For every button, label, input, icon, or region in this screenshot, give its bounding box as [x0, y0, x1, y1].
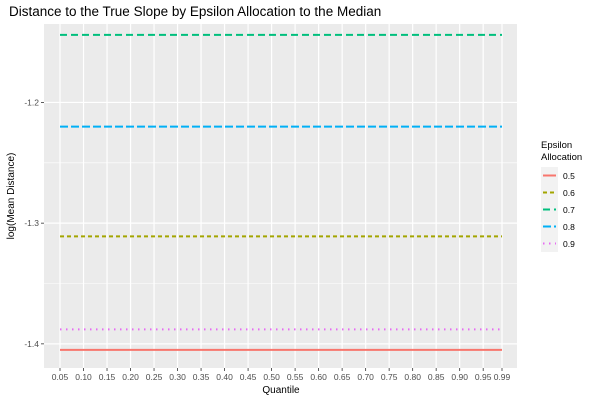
legend-label-0.7: 0.7: [563, 205, 575, 215]
x-tick-label: 0.45: [240, 372, 257, 382]
x-tick-label: 0.90: [451, 372, 468, 382]
chart-title: Distance to the True Slope by Epsilon Al…: [9, 4, 381, 19]
x-axis-title: Quantile: [262, 385, 300, 396]
x-tick-label: 0.10: [75, 372, 92, 382]
x-tick-label: 0.05: [52, 372, 69, 382]
x-tick-label: 0.55: [287, 372, 304, 382]
y-tick-label: -1.3: [24, 218, 39, 228]
legend-key-0.6: [541, 184, 558, 201]
plot-panel: [44, 24, 517, 368]
legend-label-0.8: 0.8: [563, 222, 575, 232]
x-tick-label: 0.95: [475, 372, 492, 382]
y-axis-title: log(Mean Distance): [6, 153, 17, 240]
x-tick-label: 0.65: [334, 372, 351, 382]
legend: Epsilon Allocation 0.5 0.6 0.7 0.8 0.9: [541, 140, 582, 252]
series-lines: [60, 33, 502, 351]
x-tick-label: 0.35: [193, 372, 210, 382]
x-tick-label: 0.60: [310, 372, 327, 382]
y-tick-label: -1.2: [24, 97, 39, 107]
x-tick-label: 0.70: [357, 372, 374, 382]
x-tick-label: 0.30: [169, 372, 186, 382]
x-tick-label: 0.40: [216, 372, 233, 382]
y-tick-label: -1.4: [24, 339, 39, 349]
x-tick-label: 0.99: [494, 372, 511, 382]
x-tick-label: 0.85: [428, 372, 445, 382]
y-axis-ticks: -1.2 -1.3 -1.4: [24, 97, 44, 349]
x-tick-label: 0.15: [99, 372, 116, 382]
legend-label-0.9: 0.9: [563, 239, 575, 249]
legend-label-0.6: 0.6: [563, 188, 575, 198]
x-tick-label: 0.75: [381, 372, 398, 382]
x-tick-label: 0.50: [263, 372, 280, 382]
x-axis-ticks: 0.05 0.10 0.15 0.20 0.25 0.30 0.35 0.40 0.45 0.50…: [52, 368, 511, 382]
legend-title-line-1: Epsilon: [541, 140, 572, 151]
legend-title-line-2: Allocation: [541, 152, 582, 163]
grid-lines: [44, 24, 517, 368]
legend-label-0.5: 0.5: [563, 171, 575, 181]
x-tick-label: 0.25: [146, 372, 163, 382]
x-tick-label: 0.80: [404, 372, 421, 382]
x-tick-label: 0.20: [122, 372, 139, 382]
